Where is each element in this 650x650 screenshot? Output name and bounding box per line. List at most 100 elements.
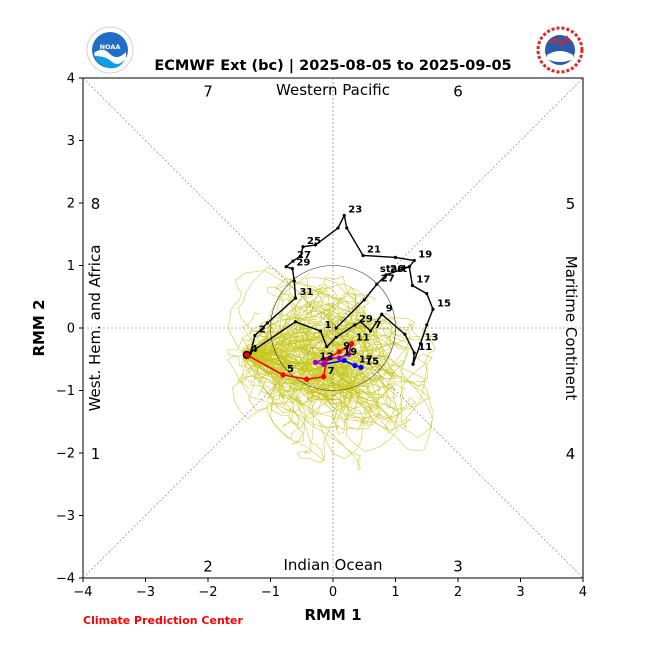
region-label-left: West. Hem. and Africa (86, 245, 104, 412)
observed-point (345, 226, 349, 230)
forecast-day-label: 9 (343, 341, 350, 352)
observed-point (313, 243, 318, 247)
y-tick-label: −4 (56, 572, 75, 587)
forecast-point (349, 341, 355, 347)
forecast-day-label: 7 (328, 366, 335, 377)
observed-point (342, 213, 346, 218)
forecast-point (244, 352, 250, 358)
phase-number: 7 (203, 83, 213, 101)
observed-day-label: 19 (418, 250, 432, 261)
observed-point (375, 282, 379, 286)
observed-point (253, 333, 257, 338)
forecast-point (341, 357, 347, 364)
y-tick-label: −1 (56, 384, 75, 399)
observed-point (293, 296, 298, 300)
x-axis-label: RMM 1 (304, 606, 361, 624)
y-tick-label: 0 (67, 322, 75, 337)
y-tick-label: 1 (67, 259, 75, 274)
forecast-point (336, 355, 342, 361)
phase-number: 5 (566, 195, 576, 213)
ensemble-member-line (238, 267, 320, 410)
forecast-day-label: 15 (365, 356, 379, 367)
ensemble-member-line (244, 283, 399, 431)
ensemble-member-line (249, 277, 397, 374)
region-label-bottom: Indian Ocean (283, 556, 382, 574)
observed-day-label: 7 (375, 320, 382, 331)
svg-text:NOAA: NOAA (100, 43, 121, 51)
phase-number: 4 (566, 445, 576, 463)
ensemble-member-line (243, 324, 378, 384)
ensemble-member-line (243, 340, 433, 439)
observed-point (298, 254, 303, 258)
forecast-segment (322, 359, 328, 377)
forecast-day-label: 17 (359, 355, 373, 366)
nws-logo (536, 26, 584, 74)
observed-point (265, 321, 269, 325)
observed-point (359, 320, 363, 324)
observed-point (412, 351, 416, 355)
observed-point (318, 329, 323, 333)
phase-number: 6 (453, 83, 463, 101)
observed-day-label: 21 (367, 245, 381, 256)
region-label-top: Western Pacific (276, 81, 390, 99)
observed-point (403, 332, 407, 336)
observed-point (336, 226, 340, 230)
x-tick-label: −1 (261, 585, 280, 600)
observed-day-label: 29 (359, 314, 373, 325)
observed-point (334, 335, 338, 339)
forecast-point (336, 349, 342, 355)
start-label: start (380, 264, 407, 275)
observed-point (380, 312, 384, 316)
x-tick-label: −4 (73, 585, 92, 600)
observed-day-label: 13 (425, 333, 439, 344)
observed-point (362, 298, 366, 302)
diagonal-line (82, 77, 584, 579)
ensemble-member-line (244, 358, 417, 460)
chart-title: ECMWF Ext (bc) | 2025-08-05 to 2025-09-0… (154, 58, 511, 74)
forecast-segment (282, 374, 307, 381)
ensemble-member-line (244, 343, 358, 424)
x-tick-label: −3 (136, 585, 155, 600)
observed-point (334, 326, 338, 330)
phase-guides (82, 77, 584, 579)
observed-day-label: 17 (416, 275, 430, 286)
noaa-logo: NOAA (86, 26, 134, 74)
y-tick-label: −2 (56, 447, 75, 462)
forecast-track (244, 341, 364, 382)
forecast-point (321, 361, 327, 367)
observed-point (290, 267, 294, 271)
forecast-point (321, 356, 327, 362)
ensemble-member-line (243, 329, 411, 394)
ensemble-member-line (243, 323, 287, 396)
observed-point (393, 255, 398, 259)
ensemble-member-line (242, 317, 392, 405)
observed-day-label: 29 (296, 258, 310, 269)
ensemble-member-line (248, 299, 367, 351)
observed-point (301, 245, 305, 249)
observed-day-label: 27 (297, 250, 311, 261)
observed-day-label: 15 (437, 298, 451, 309)
forecast-segment (246, 354, 284, 376)
phase-number: 2 (203, 558, 213, 576)
observed-day-label: 26 (390, 264, 404, 275)
observed-point (353, 323, 357, 327)
phase-number: 8 (91, 195, 101, 213)
observed-point (292, 279, 296, 283)
observed-point (425, 323, 429, 327)
observed-point (418, 342, 423, 346)
observed-day-label: 2 (259, 325, 266, 336)
ensemble-member-line (250, 328, 436, 434)
credit-label: Climate Prediction Center (83, 614, 243, 627)
observed-point (284, 265, 288, 269)
x-tick-label: 4 (579, 585, 587, 600)
observed-point (384, 273, 388, 277)
forecast-point (358, 364, 364, 370)
observed-day-label: 4 (251, 344, 258, 355)
observed-line (246, 213, 434, 365)
forecast-point (352, 362, 358, 369)
observed-point (407, 265, 411, 269)
observed-point (368, 329, 373, 333)
ensemble-member-line (242, 288, 338, 383)
forecast-point (304, 376, 310, 382)
